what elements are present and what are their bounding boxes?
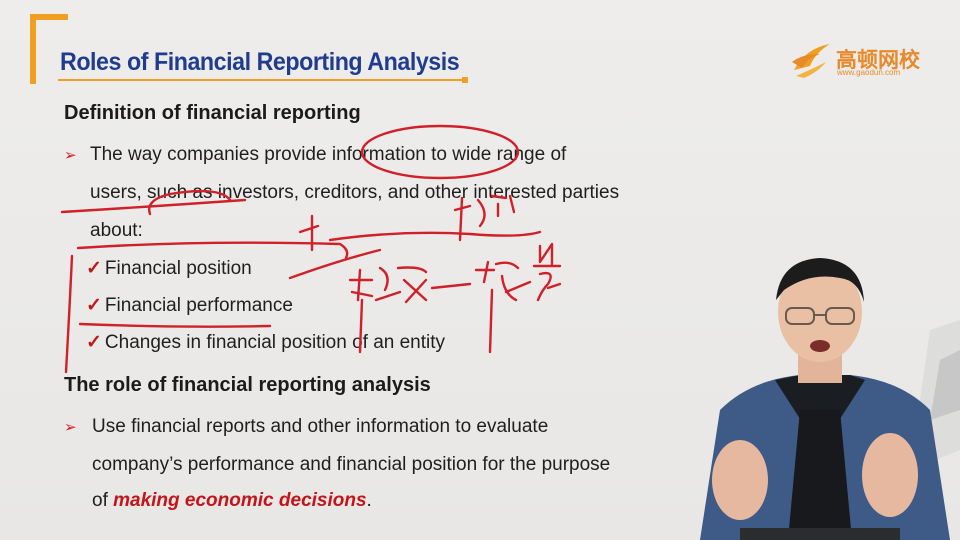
check-item-label: Financial position — [104, 258, 252, 279]
logo-brand-text: 高顿网校 — [836, 48, 920, 72]
gaodun-logo: 高顿网校 www.gaodun.com — [790, 40, 920, 82]
presenter-video — [700, 258, 960, 540]
check-item: ✓ Financial position — [86, 257, 252, 280]
section2-bullet-line3: of making economic decisions. — [92, 490, 372, 512]
section1-bullet-line2: users, such as investors, creditors, and… — [90, 182, 620, 203]
section2-bullet-line1: Use financial reports and other informat… — [92, 416, 549, 437]
section1-bullet-line3: about: — [90, 220, 143, 241]
section2-bullet-line2: company’s performance and financial posi… — [92, 454, 611, 475]
title-frame-top — [30, 14, 68, 20]
section2-heading: The role of financial reporting analysis — [64, 374, 431, 396]
check-icon: ✓ — [86, 332, 102, 353]
title-dot — [462, 77, 468, 83]
section1-bullet-line1: The way companies provide information to… — [90, 144, 567, 165]
check-item-label: Changes in financial position of an enti… — [104, 332, 446, 353]
line3-suffix: . — [366, 490, 372, 511]
right-arrow-icon: ➢ — [64, 419, 77, 436]
logo-url-text: www.gaodun.com — [837, 68, 901, 77]
emphasized-phrase: making economic decisions — [113, 490, 367, 511]
check-item-label: Financial performance — [104, 295, 293, 316]
logo-mark-icon — [792, 44, 830, 78]
check-item: ✓ Financial performance — [86, 294, 293, 317]
check-item: ✓ Changes in financial position of an ent… — [86, 331, 445, 354]
slide-title: Roles of Financial Reporting Analysis — [60, 48, 460, 76]
check-icon: ✓ — [86, 295, 102, 316]
line3-prefix: of — [92, 490, 114, 511]
right-arrow-icon: ➢ — [64, 147, 77, 164]
title-underline — [58, 79, 466, 81]
section1-heading: Definition of financial reporting — [64, 102, 361, 124]
title-frame-left — [30, 14, 36, 84]
check-icon: ✓ — [86, 258, 102, 279]
